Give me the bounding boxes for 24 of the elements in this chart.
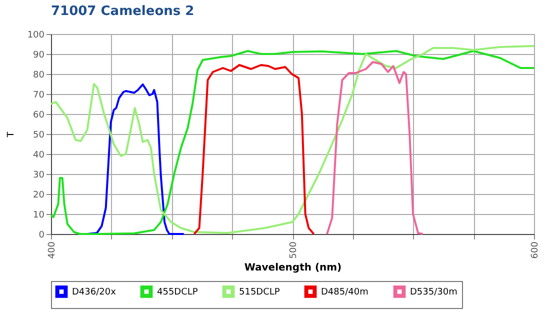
legend-label: D485/40m xyxy=(321,288,368,298)
legend-label: 515DCLP xyxy=(239,288,280,298)
legend-label: D535/30m xyxy=(410,288,458,298)
legend-label: 455DCLP xyxy=(157,288,198,298)
y-tick-label: 50 xyxy=(33,130,45,140)
y-tick-label: 0 xyxy=(38,230,45,240)
x-tick-label: 400 xyxy=(48,241,58,259)
x-tick-label: 600 xyxy=(530,241,540,259)
chart-title: 71007 Cameleons 2 xyxy=(51,4,194,19)
line-series xyxy=(326,61,424,235)
y-axis-title: T xyxy=(6,131,16,138)
y-tick-label: 10 xyxy=(33,210,45,220)
y-tick-label: 80 xyxy=(33,70,45,80)
y-tick-label: 60 xyxy=(33,110,45,120)
y-tick-label: 70 xyxy=(33,90,45,100)
y-tick-label: 100 xyxy=(27,30,45,40)
y-tick-label: 20 xyxy=(33,190,45,200)
line-series xyxy=(193,64,315,235)
y-tick-label: 40 xyxy=(33,150,45,160)
x-axis-title: Wavelength (nm) xyxy=(244,262,342,274)
x-tick-label: 500 xyxy=(289,241,299,259)
y-tick-label: 90 xyxy=(33,50,45,60)
y-tick-label: 30 xyxy=(33,170,45,180)
legend-label: D436/20x xyxy=(72,288,117,298)
